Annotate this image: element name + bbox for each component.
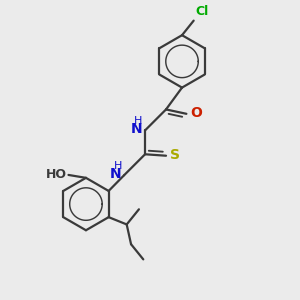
- Text: HO: HO: [46, 168, 67, 182]
- Text: Cl: Cl: [195, 5, 208, 18]
- Text: N: N: [110, 167, 122, 181]
- Text: O: O: [190, 106, 202, 120]
- Text: S: S: [169, 148, 179, 162]
- Text: N: N: [131, 122, 143, 136]
- Text: H: H: [113, 161, 122, 171]
- Text: H: H: [134, 116, 143, 126]
